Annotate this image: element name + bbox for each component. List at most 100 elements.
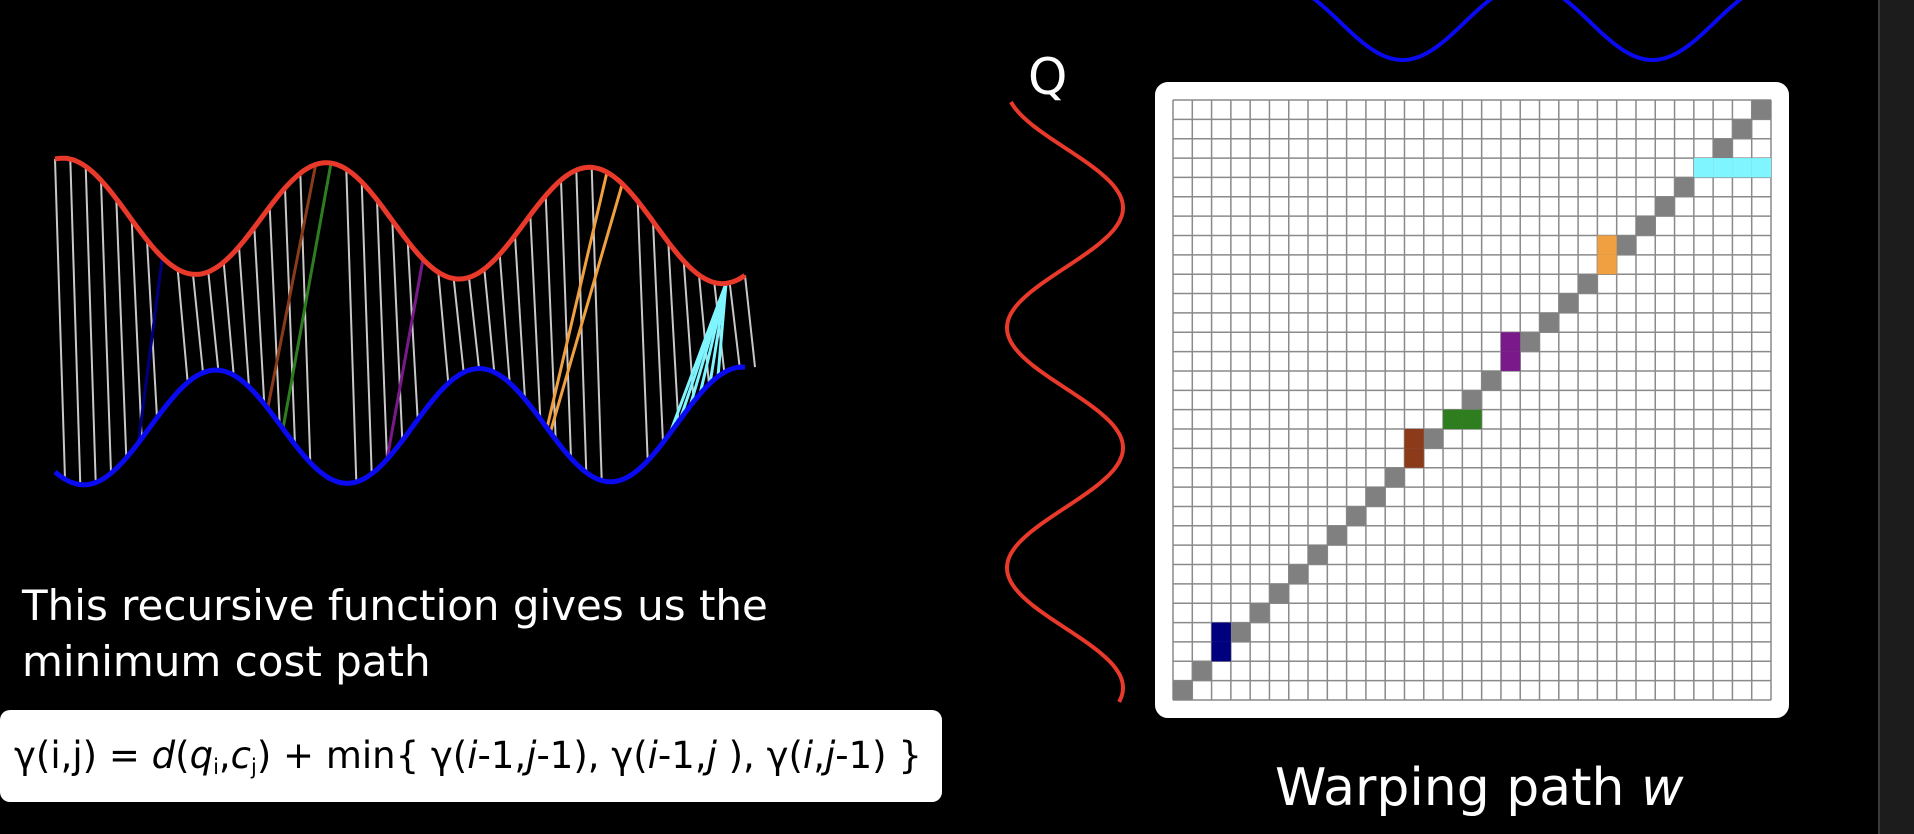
alignment-connector: [385, 258, 425, 460]
path-cell: [1578, 274, 1598, 294]
formula-part: (: [175, 734, 190, 777]
alignment-connector: [728, 282, 741, 368]
highlighted-path-cell: [1443, 409, 1463, 430]
alignment-connector: [636, 201, 649, 461]
alignment-connector: [468, 277, 480, 369]
path-cell: [1713, 138, 1733, 159]
path-cell: [1192, 661, 1212, 681]
alignment-connector: [483, 268, 496, 373]
alignment-connector: [345, 169, 358, 482]
formula-part: j: [706, 734, 717, 777]
formula-part: j: [824, 734, 836, 777]
highlighted-path-cell: [1462, 409, 1482, 430]
series-q-label: Q: [1028, 48, 1068, 106]
series-q-reference-curve-line: [1004, 100, 1126, 703]
formula-part: ), γ(: [716, 734, 803, 777]
path-cell: [1269, 583, 1289, 604]
grid-title-text: Warping path: [1275, 758, 1642, 818]
highlighted-path-cell: [1404, 448, 1424, 468]
caption-text: This recursive function gives us the min…: [22, 578, 862, 690]
alignment-connector: [514, 235, 526, 400]
highlighted-path-cell: [1693, 158, 1714, 178]
formula-subscript: j: [251, 755, 257, 779]
alignment-connector: [268, 206, 281, 425]
path-cell: [1423, 429, 1444, 449]
alignment-connector: [406, 241, 419, 420]
formula-part: -1) }: [835, 734, 922, 777]
formula-part: -1), γ(: [536, 734, 648, 777]
alignment-connector: [498, 254, 511, 383]
alignment-connector: [176, 269, 189, 383]
alignment-connector: [452, 278, 465, 373]
formula-subscript: i: [213, 755, 219, 779]
path-cell: [1481, 370, 1501, 391]
alignment-connector: [54, 159, 66, 480]
alignment-connector: [545, 171, 609, 429]
formula-part: ) + min{ γ(: [256, 734, 468, 777]
alignment-connector: [253, 227, 266, 405]
alignment-connector: [192, 274, 204, 373]
alignment-connector: [69, 158, 82, 485]
series-c-reference-curve-line: [1312, 0, 1743, 63]
path-cell: [1250, 603, 1270, 623]
path-cell: [1732, 119, 1752, 139]
formula-part: j: [526, 734, 537, 777]
alignment-connector: [376, 199, 388, 460]
path-cell: [1365, 487, 1386, 507]
path-cell: [1327, 525, 1347, 546]
alignment-connector: [529, 214, 542, 420]
warped-series-diagram: [53, 155, 756, 488]
path-cell: [1385, 467, 1405, 488]
path-cell: [1346, 506, 1366, 526]
alignment-connector: [281, 162, 333, 429]
formula-part: γ(i,j) =: [14, 734, 152, 777]
path-cell: [1288, 564, 1309, 584]
path-cell: [1539, 312, 1559, 333]
alignment-connector: [100, 180, 112, 474]
alignment-connector: [284, 187, 296, 445]
path-cell: [1308, 545, 1328, 565]
alignment-connector: [548, 183, 624, 433]
path-cell: [1635, 216, 1656, 236]
alignment-connector: [560, 179, 572, 459]
alignment-connector: [84, 166, 97, 483]
formula-part: -1,: [657, 734, 707, 777]
formula-part: c: [230, 734, 252, 777]
alignment-connector: [266, 164, 318, 409]
formula-part: q: [189, 734, 214, 777]
alignment-connector: [115, 198, 128, 458]
path-cell: [1173, 680, 1193, 700]
series-c-reference-curve: [1312, 0, 1743, 63]
alignment-connector: [299, 173, 312, 463]
highlighted-path-cell: [1597, 235, 1617, 255]
caption-line-1: This recursive function gives us the: [22, 581, 768, 630]
alignment-connector: [360, 181, 373, 474]
formula-part: i: [467, 734, 478, 777]
path-cell: [1462, 390, 1482, 410]
formula-part: i: [647, 734, 658, 777]
series-c-curve: [54, 155, 747, 287]
path-cell: [1616, 235, 1636, 255]
path-cell: [1751, 100, 1771, 120]
path-cell: [1655, 196, 1675, 217]
alignment-connector: [222, 262, 235, 376]
alignment-connector: [744, 275, 756, 368]
highlighted-path-cell: [1751, 158, 1771, 178]
recurrence-formula: γ(i,j) = d(qi,cj) + min{ γ(i-1,j-1), γ(i…: [0, 710, 942, 802]
highlighted-path-cells: [1211, 158, 1771, 662]
alignment-connector: [716, 283, 728, 377]
grid-title-variable: w: [1641, 758, 1684, 818]
formula-part: i: [802, 734, 814, 777]
cost-matrix-grid: [1155, 82, 1789, 718]
alignment-connectors: [54, 158, 756, 485]
path-cell: [1230, 622, 1251, 642]
path-cell: [1520, 332, 1540, 352]
highlighted-path-cell: [1597, 254, 1617, 275]
highlighted-path-cell: [1713, 158, 1733, 178]
path-cell: [1558, 293, 1579, 313]
grid-title: Warping path w: [1275, 758, 1684, 818]
highlighted-path-cell: [1211, 622, 1231, 642]
highlighted-path-cell: [1500, 351, 1521, 371]
highlighted-path-cell: [1500, 332, 1521, 352]
alignment-connector: [590, 167, 603, 481]
